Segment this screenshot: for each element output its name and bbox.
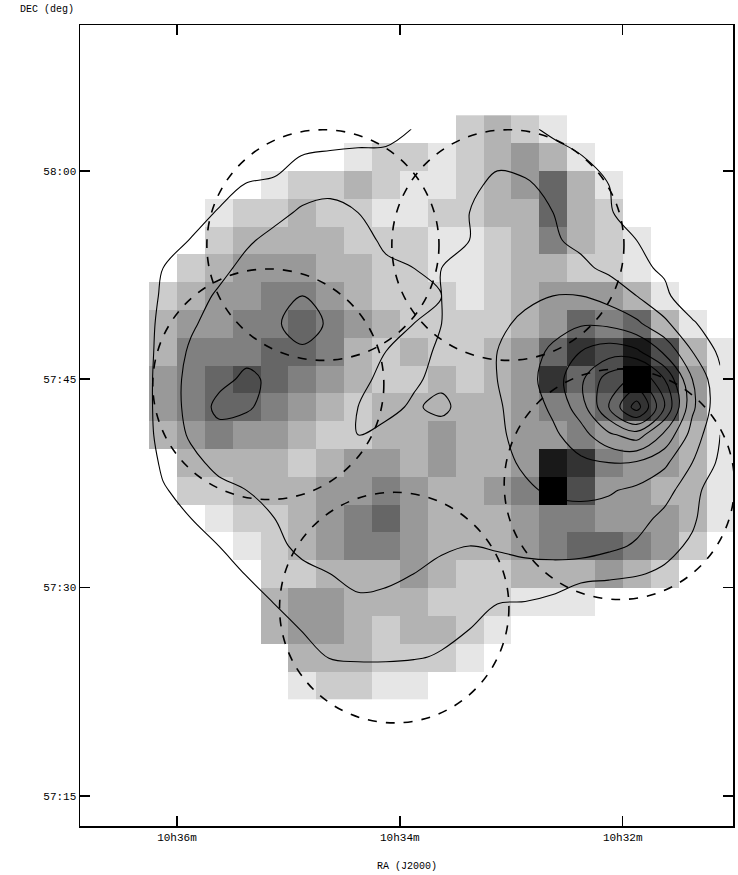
svg-text:10h36m: 10h36m bbox=[157, 832, 197, 844]
svg-text:10h34m: 10h34m bbox=[380, 832, 420, 844]
svg-text:RA (J2000): RA (J2000) bbox=[377, 861, 437, 872]
svg-text:57:30: 57:30 bbox=[43, 582, 76, 594]
svg-text:57:45: 57:45 bbox=[43, 374, 76, 386]
svg-text:58:00: 58:00 bbox=[43, 166, 76, 178]
svg-text:57:15: 57:15 bbox=[43, 791, 76, 803]
svg-text:10h32m: 10h32m bbox=[603, 832, 643, 844]
svg-text:DEC (deg): DEC (deg) bbox=[20, 4, 74, 15]
